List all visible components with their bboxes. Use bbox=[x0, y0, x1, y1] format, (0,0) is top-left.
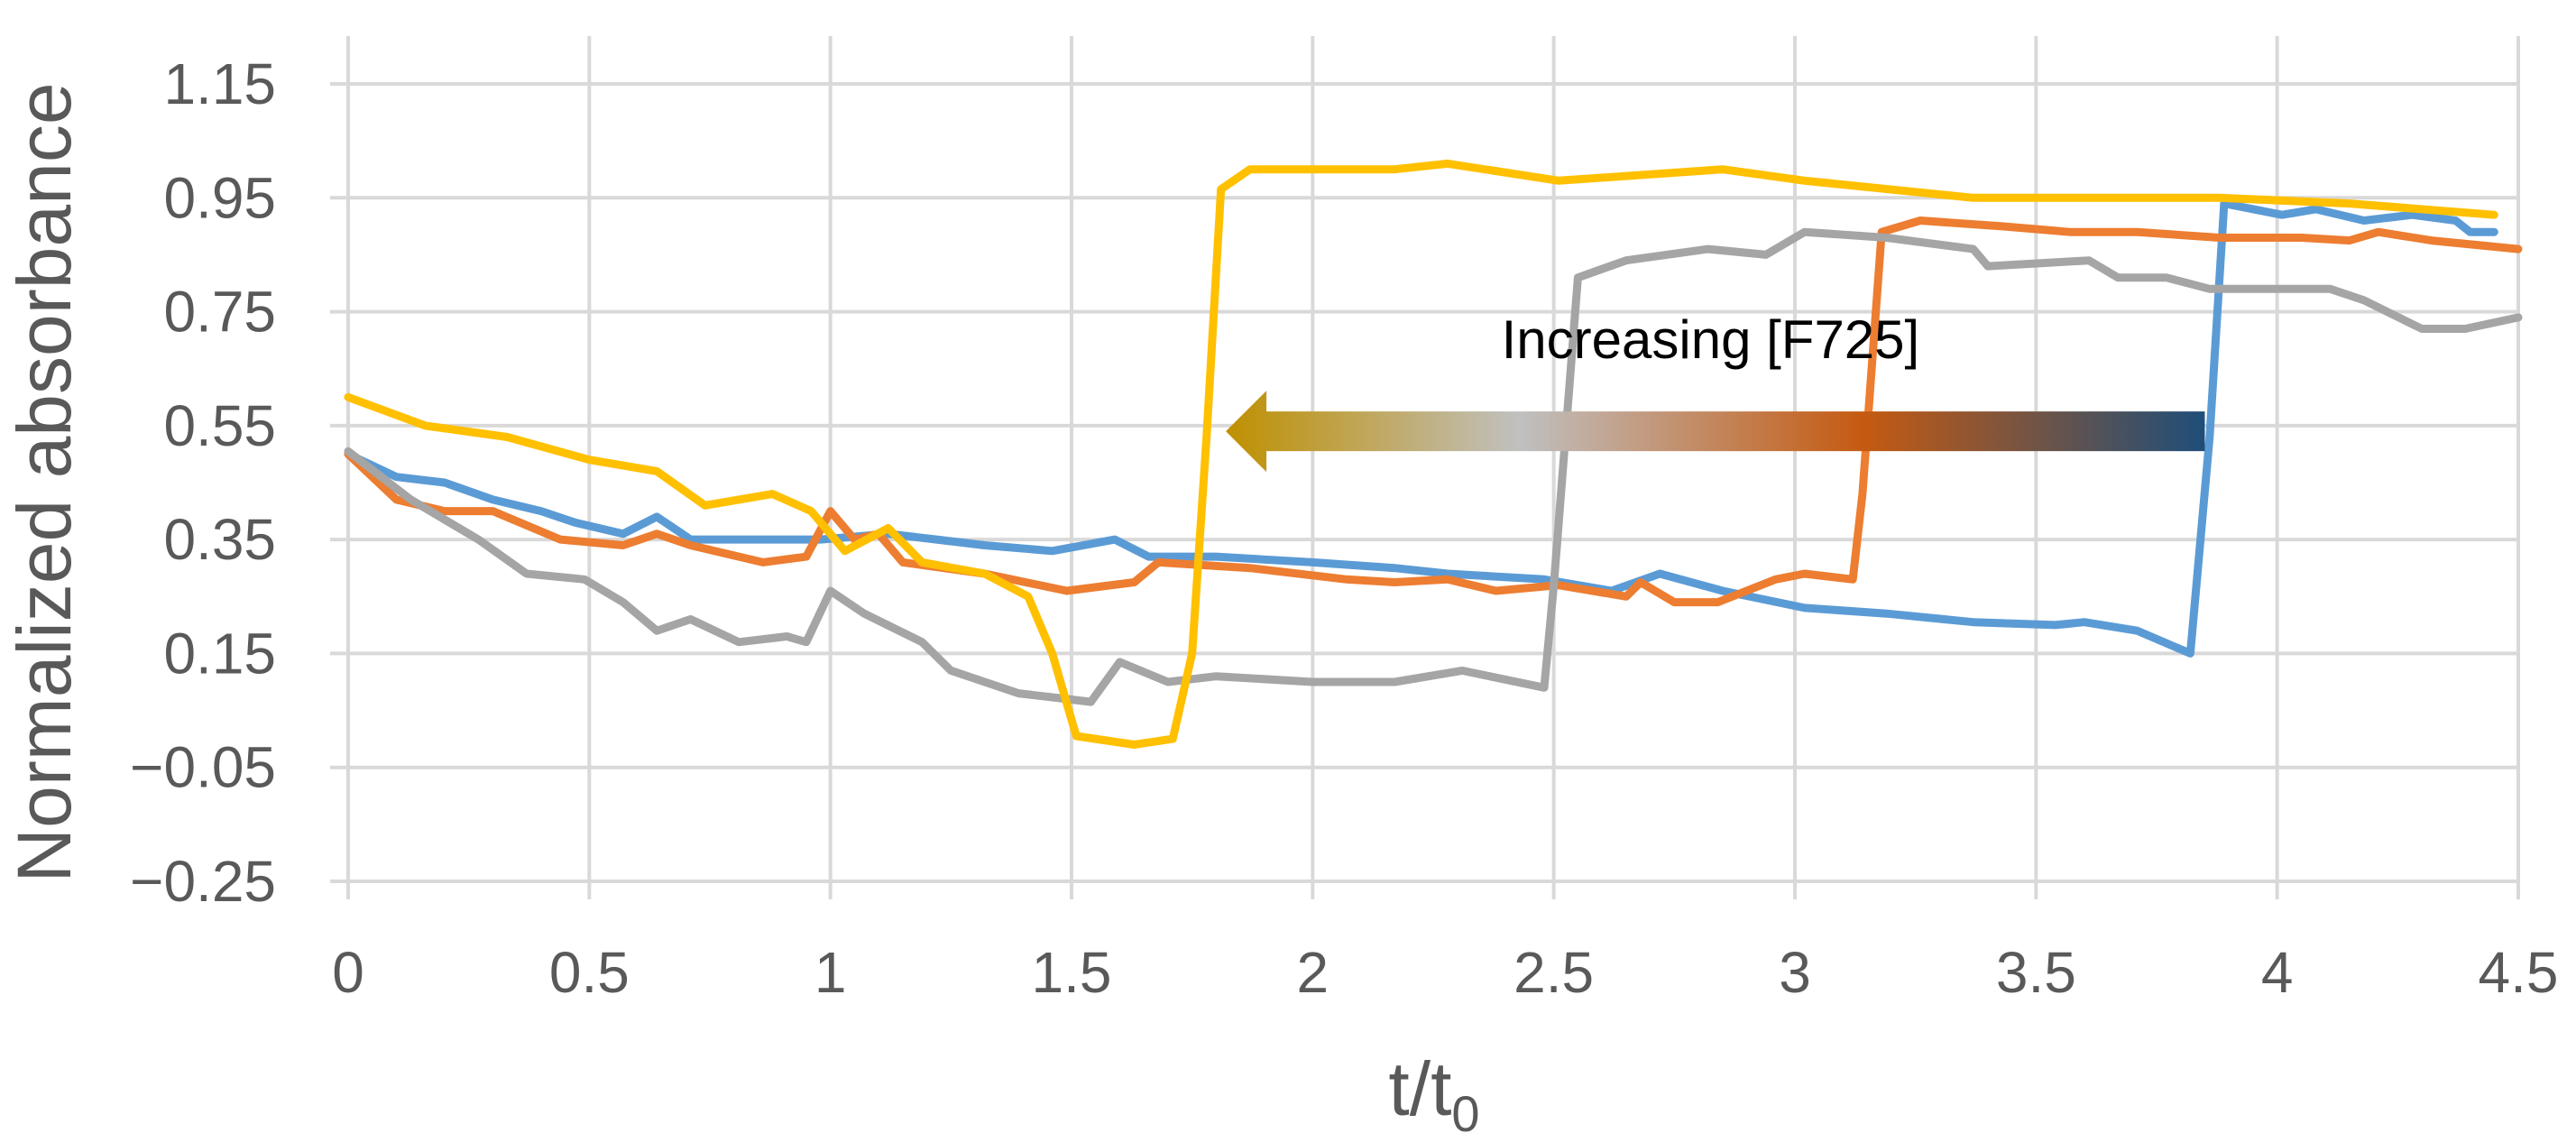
y-axis-title: Normalized absorbance bbox=[2, 82, 87, 882]
series-line-4 bbox=[344, 159, 2498, 749]
y-tick-label: 0.75 bbox=[163, 280, 276, 345]
y-tick-label: −0.25 bbox=[130, 849, 276, 914]
y-tick-label: 1.15 bbox=[163, 51, 276, 116]
x-tick-label: 2.5 bbox=[1513, 940, 1594, 1005]
series-lines bbox=[344, 159, 2523, 749]
annotation: Increasing [F725] bbox=[1226, 309, 2205, 473]
x-tick-label: 3.5 bbox=[1996, 940, 2076, 1005]
annotation-text: Increasing [F725] bbox=[1502, 309, 1920, 370]
series-line-3 bbox=[344, 227, 2523, 706]
arrow-left-icon bbox=[1226, 391, 2205, 473]
x-axis-title: t/t0 bbox=[1388, 1046, 1479, 1142]
x-tick-label: 3 bbox=[1779, 940, 1811, 1005]
x-axis-title-main: t/t bbox=[1388, 1046, 1451, 1131]
y-tick-label: 0.15 bbox=[163, 621, 276, 686]
x-tick-label: 1.5 bbox=[1032, 940, 1112, 1005]
x-tick-label: 2 bbox=[1297, 940, 1329, 1005]
y-tick-label: 0.35 bbox=[163, 507, 276, 572]
series-line-1 bbox=[344, 199, 2498, 658]
y-tick-label: 0.95 bbox=[163, 165, 276, 230]
x-axis-title-subscript: 0 bbox=[1451, 1085, 1479, 1142]
x-tick-label: 1 bbox=[814, 940, 847, 1005]
x-tick-label: 4 bbox=[2261, 940, 2294, 1005]
y-tick-label: −0.05 bbox=[130, 735, 276, 800]
series-line-2 bbox=[344, 216, 2523, 607]
y-tick-label: 0.55 bbox=[163, 393, 276, 458]
x-tick-label: 0 bbox=[332, 940, 364, 1005]
x-tick-label: 4.5 bbox=[2479, 940, 2559, 1005]
x-tick-labels: 0 0.5 1 1.5 2 2.5 3 3.5 4 4.5 bbox=[332, 940, 2558, 1005]
y-tick-labels: 1.15 0.95 0.75 0.55 0.35 0.15 −0.05 −0.25 bbox=[130, 51, 276, 914]
x-tick-label: 0.5 bbox=[549, 940, 630, 1005]
